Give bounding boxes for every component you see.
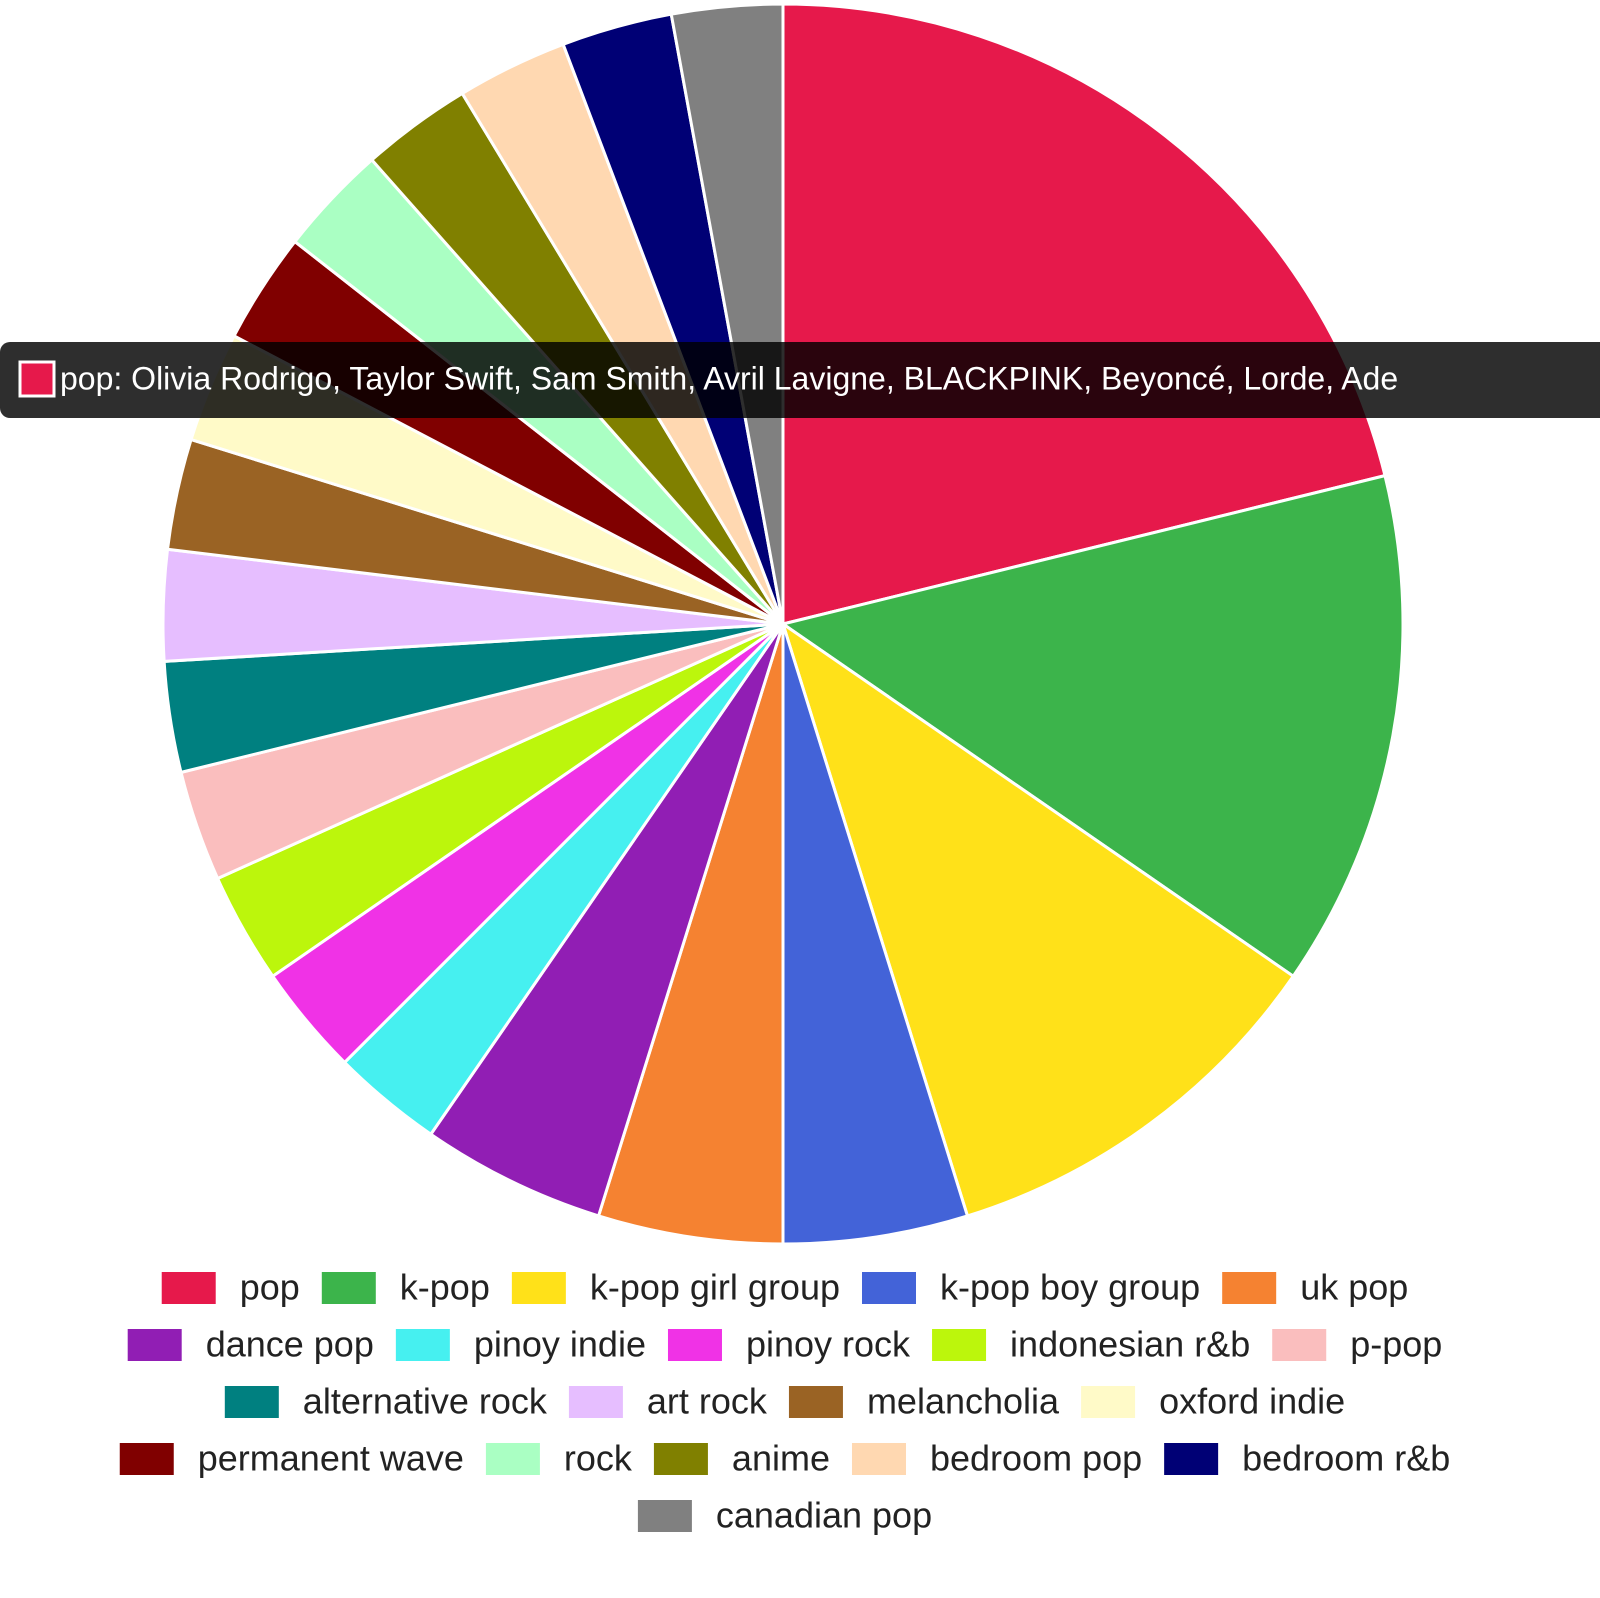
legend-label: pinoy indie <box>474 1324 646 1365</box>
legend-label: k-pop <box>400 1267 490 1308</box>
legend-label: k-pop boy group <box>940 1267 1200 1308</box>
pie-slice <box>596 623 785 1246</box>
legend-swatch <box>161 1272 216 1304</box>
legend-label: bedroom r&b <box>1242 1438 1450 1479</box>
legend-label: bedroom pop <box>930 1438 1142 1479</box>
tooltip-text: pop: Olivia Rodrigo, Taylor Swift, Sam S… <box>60 360 1398 396</box>
legend-label: melancholia <box>867 1381 1060 1422</box>
legend-swatch <box>653 1443 708 1475</box>
legend-label: p-pop <box>1350 1324 1442 1365</box>
legend-label: pinoy rock <box>746 1324 911 1365</box>
pie-slice <box>428 623 785 1218</box>
legend-swatch <box>1164 1443 1219 1475</box>
legend-item: k-pop <box>321 1267 490 1308</box>
legend-item: dance pop <box>127 1324 374 1365</box>
legend-item: permanent wave <box>119 1438 464 1479</box>
legend-item: k-pop boy group <box>862 1267 1200 1308</box>
legend-item: bedroom pop <box>851 1438 1142 1479</box>
legend-swatch <box>321 1272 376 1304</box>
legend-item: pop <box>161 1267 300 1308</box>
pie-slice <box>780 620 1296 1218</box>
tooltip-box <box>0 342 1600 418</box>
legend-swatch <box>667 1329 722 1361</box>
legend-item: canadian pop <box>637 1495 932 1536</box>
legend-label: k-pop girl group <box>590 1267 840 1308</box>
legend-swatch <box>568 1386 623 1418</box>
legend-item: anime <box>653 1438 830 1479</box>
pie-slice <box>781 623 970 1246</box>
legend-label: alternative rock <box>303 1381 548 1422</box>
legend-swatch <box>1222 1272 1277 1304</box>
legend-item: pinoy indie <box>395 1324 646 1365</box>
legend-swatch <box>1272 1329 1327 1361</box>
legend-item: pinoy rock <box>667 1324 911 1365</box>
legend-item: alternative rock <box>224 1381 548 1422</box>
pie <box>161 2 1405 1246</box>
legend-item: oxford indie <box>1081 1381 1345 1422</box>
legend-swatch <box>1081 1386 1136 1418</box>
tooltip-swatch <box>18 360 56 398</box>
legend-swatch <box>932 1329 987 1361</box>
legend-swatch <box>395 1329 450 1361</box>
legend-swatch <box>511 1272 566 1304</box>
legend-swatch <box>224 1386 279 1418</box>
legend-swatch <box>637 1500 692 1532</box>
legend-swatch <box>851 1443 906 1475</box>
legend: pop k-pop k-pop girl group k-pop boy group u… <box>119 1267 1450 1536</box>
legend-swatch <box>862 1272 916 1304</box>
legend-label: uk pop <box>1300 1267 1408 1308</box>
legend-item: rock <box>485 1438 633 1479</box>
pie-slice <box>669 2 785 625</box>
legend-item: melancholia <box>788 1381 1060 1422</box>
legend-item: indonesian r&b <box>932 1324 1250 1365</box>
legend-label: rock <box>564 1438 633 1479</box>
legend-label: oxford indie <box>1159 1381 1345 1422</box>
pie-slice <box>779 473 1405 979</box>
legend-label: dance pop <box>206 1324 374 1365</box>
legend-swatch <box>127 1329 182 1361</box>
legend-swatch <box>485 1443 540 1475</box>
legend-label: canadian pop <box>716 1495 932 1536</box>
legend-label: anime <box>732 1438 830 1479</box>
legend-label: indonesian r&b <box>1010 1324 1250 1365</box>
legend-item: p-pop <box>1272 1324 1442 1365</box>
legend-item: art rock <box>568 1381 768 1422</box>
legend-item: uk pop <box>1222 1267 1408 1308</box>
legend-swatch <box>788 1386 843 1418</box>
tooltip: pop: Olivia Rodrigo, Taylor Swift, Sam S… <box>0 342 1600 418</box>
legend-item: bedroom r&b <box>1164 1438 1450 1479</box>
legend-label: permanent wave <box>198 1438 464 1479</box>
legend-label: pop <box>240 1267 300 1308</box>
legend-swatch <box>119 1443 174 1475</box>
legend-label: art rock <box>647 1381 768 1422</box>
legend-item: k-pop girl group <box>511 1267 840 1308</box>
